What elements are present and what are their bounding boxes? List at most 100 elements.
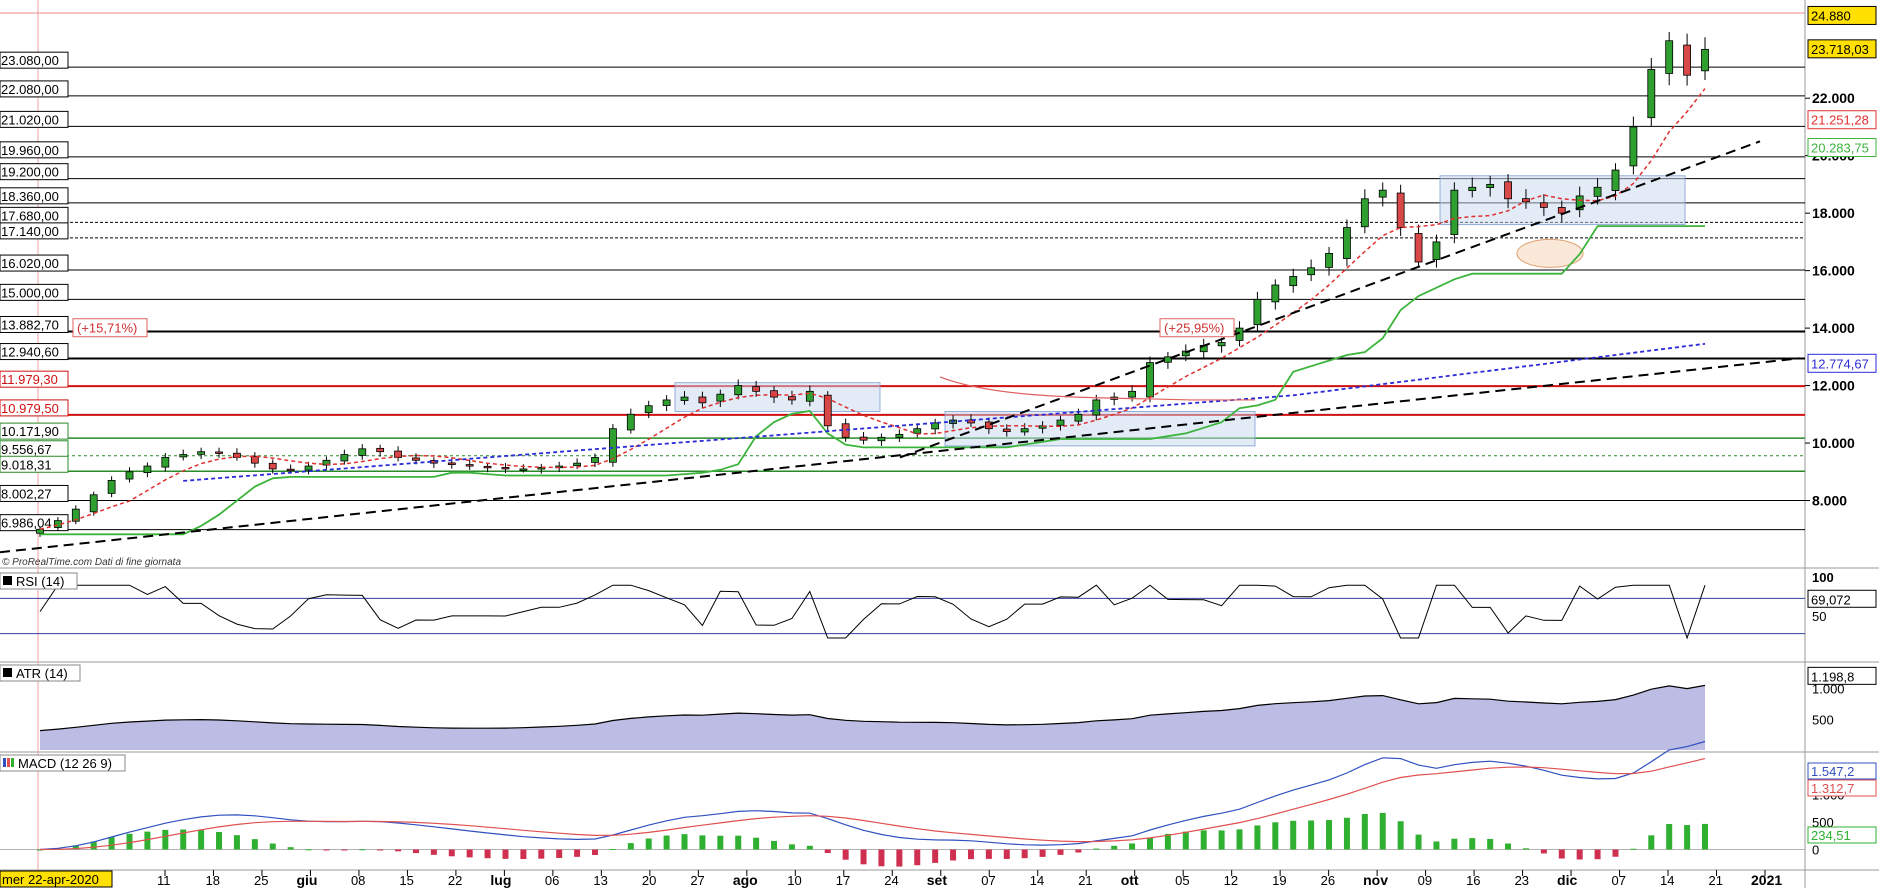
atr-value: 1.198,8	[1811, 669, 1854, 684]
candle-body	[1092, 399, 1101, 416]
level-label-box	[0, 110, 69, 128]
candle-body	[716, 393, 725, 402]
atr-tick: 500	[1812, 712, 1834, 727]
candle-body	[591, 457, 599, 463]
macd-hist-bar	[771, 840, 778, 850]
x-tick-label: 08	[351, 873, 365, 888]
macd-hist-bar	[609, 849, 616, 851]
x-tick-label: 16	[1466, 873, 1480, 888]
candles	[36, 32, 1709, 537]
current-price-tag-box	[1807, 39, 1877, 59]
x-tick-label: 18	[205, 873, 219, 888]
candle-body	[358, 448, 367, 456]
level-label: 10.979,50	[1, 401, 59, 416]
macd-hist-bar	[681, 834, 688, 850]
candle-body	[1289, 275, 1298, 287]
rsi-title-box	[0, 572, 78, 590]
candle-body	[1217, 342, 1226, 347]
macd-hist-bar	[1272, 822, 1279, 850]
candle-body	[89, 494, 98, 513]
macd-hist-bar	[287, 847, 294, 850]
candle-body	[304, 465, 313, 471]
macd-hist-bar	[932, 849, 939, 863]
annotation-box	[1159, 318, 1235, 338]
candle-body	[1396, 192, 1405, 228]
macd-hist-bar	[162, 829, 169, 850]
macd-hist-bar	[1308, 820, 1315, 850]
candle-body	[1701, 48, 1709, 72]
macd-hist-bar	[323, 849, 330, 851]
macd-panel: MACD (12 26 9)1.00050001.547,21.312,7234…	[0, 740, 1877, 867]
highlight-ellipse	[1516, 238, 1584, 268]
y-tick: 14.000	[1812, 320, 1855, 336]
level-label: 8.002,27	[1, 486, 52, 501]
candle-body	[340, 454, 349, 462]
candle-body	[1593, 186, 1602, 197]
candle-body	[752, 386, 761, 392]
ma-green-tag: 20.283,75	[1811, 141, 1869, 156]
macd-value: 234,51	[1811, 828, 1851, 843]
level-label: 9.018,31	[1, 457, 52, 472]
y-tick: 18.000	[1812, 205, 1855, 221]
macd-hist-bar	[1576, 849, 1583, 860]
candle-body	[698, 396, 707, 404]
candle-body	[1074, 413, 1083, 422]
trendline-long	[0, 357, 1801, 554]
x-tick-label: giu	[296, 872, 317, 888]
macd-hist-bar	[1236, 829, 1243, 850]
macd-hist-bar	[251, 839, 258, 850]
rsi-panel: RSI (14) 100 50 69,072	[0, 570, 1877, 640]
candle-body	[1629, 126, 1638, 167]
level-label-box	[0, 222, 69, 240]
macd-hist-bar	[1290, 820, 1297, 850]
macd-hist-bar	[699, 835, 706, 850]
macd-hist-bar	[1093, 848, 1100, 850]
candle-body	[1128, 390, 1136, 398]
macd-hist-bar	[341, 849, 348, 851]
macd-hist-bar	[37, 849, 43, 851]
candle-body	[1504, 181, 1512, 200]
macd-title-box	[0, 754, 126, 772]
macd-hist-bar	[216, 832, 223, 850]
macd-hist-bar	[412, 849, 419, 854]
x-tick-label: 27	[690, 873, 704, 888]
candle-body	[573, 462, 581, 467]
level-label-box	[0, 399, 69, 417]
horizontal-levels: 23.080,00 22.080,00 21.020,00 19.960,00 19.2…	[0, 51, 1805, 532]
x-tick-label: 14	[1660, 873, 1674, 888]
macd-hist-bar	[1594, 849, 1601, 860]
level-label: 23.080,00	[1, 53, 59, 68]
candle-body	[1343, 227, 1351, 259]
y-tick: 16.000	[1812, 263, 1855, 279]
x-tick-label: 23	[1515, 873, 1529, 888]
level-label: 13.882,70	[1, 317, 59, 332]
macd-hist-bar	[198, 830, 205, 850]
candle-body	[1307, 267, 1316, 276]
macd-hist-bar	[1057, 849, 1064, 855]
x-tick-label: lug	[490, 872, 511, 888]
watermark: © ProRealTime.com Dati di fine giornata	[2, 557, 181, 568]
macd-hist-bar	[72, 845, 79, 850]
macd-value: 1.547,2	[1811, 764, 1854, 779]
macd-value-box	[1807, 762, 1877, 780]
macd-hist-bar	[1147, 837, 1153, 850]
level-label-box	[0, 455, 69, 473]
candle-body	[250, 455, 259, 464]
level-label: 6.986,04	[1, 516, 52, 531]
macd-hist-bar	[717, 835, 724, 850]
macd-hist-bar	[1522, 848, 1529, 850]
candle-body	[1002, 428, 1011, 432]
macd-swatch	[3, 758, 6, 767]
signal-line	[39, 758, 1706, 851]
level-label-box	[0, 80, 69, 98]
candle-body	[483, 465, 492, 469]
x-tick-label: dic	[1557, 872, 1577, 888]
x-tick-label: 20	[642, 873, 656, 888]
level-label-box	[0, 163, 69, 181]
macd-hist-bar	[627, 843, 634, 850]
macd-hist-bar	[574, 849, 581, 857]
macd-hist-bar	[1326, 820, 1333, 850]
macd-tick: 0	[1812, 843, 1819, 858]
ma-green-line	[40, 225, 1705, 536]
macd-hist-bar	[1182, 831, 1189, 850]
